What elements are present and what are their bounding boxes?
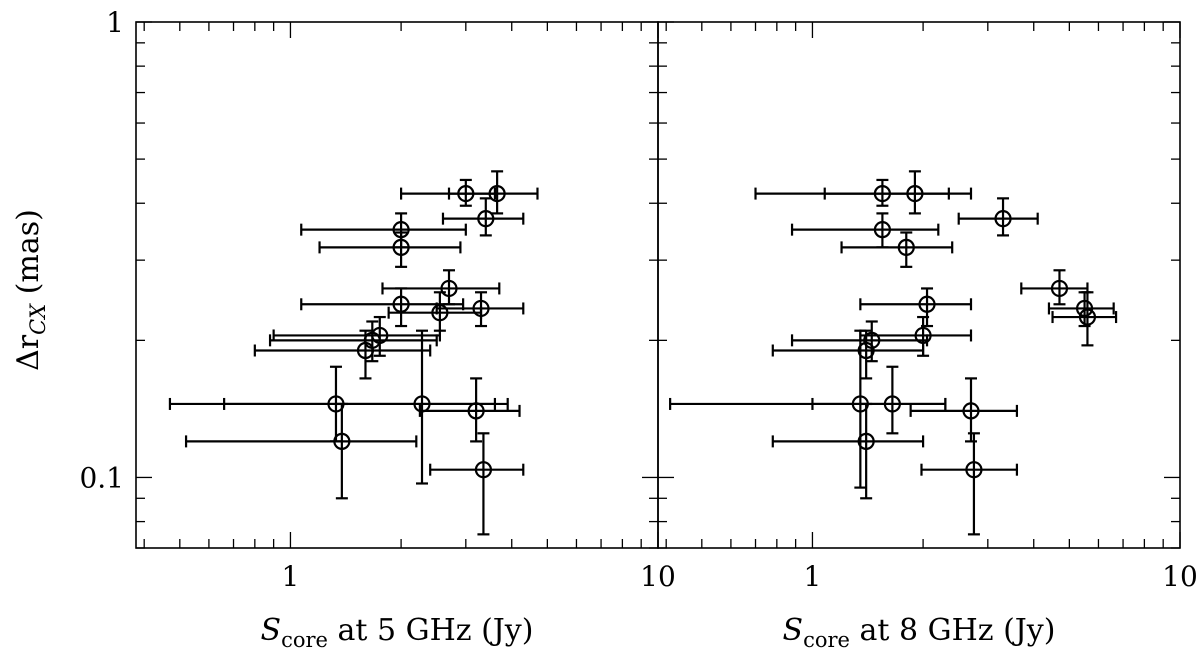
data-point (1051, 291, 1118, 347)
data-marker (488, 184, 506, 203)
x-axis-label-sub: core (281, 628, 328, 652)
data-point (920, 432, 1019, 536)
data-marker (863, 331, 881, 349)
data-marker (994, 210, 1012, 228)
y-tick-label: 0.1 (79, 461, 124, 494)
data-point (447, 170, 539, 215)
data-point (771, 402, 925, 500)
x-tick-label: 10 (640, 560, 676, 593)
data-marker (918, 295, 936, 313)
data-marker (477, 210, 495, 228)
data-marker (962, 402, 980, 420)
panel-1: 1 10 Score at 5 GHz (Jy) (135, 21, 676, 652)
data-point (771, 329, 925, 380)
data-marker (392, 238, 410, 256)
data-point (318, 231, 462, 268)
data-marker (873, 221, 892, 239)
data-point (268, 320, 438, 363)
y-axis-label-unit: (mas) (11, 209, 46, 304)
data-marker (914, 326, 932, 345)
data-marker (1050, 279, 1069, 298)
panel-frame (657, 21, 1181, 549)
y-axis-label-sub: CX (26, 303, 50, 335)
data-marker (897, 238, 915, 256)
data-marker (1078, 308, 1097, 326)
data-point (909, 377, 1019, 443)
data-point (669, 329, 947, 489)
data-point (790, 212, 940, 249)
data-point (811, 365, 947, 435)
x-axis-label-rest: at 8 GHz (Jy) (850, 613, 1056, 648)
data-marker (440, 279, 458, 298)
data-point (253, 329, 432, 380)
data-point (184, 402, 418, 500)
data-point (435, 291, 525, 328)
data-marker (333, 432, 351, 450)
data-marker (474, 461, 493, 479)
data-marker (965, 461, 983, 479)
data-marker (1075, 299, 1094, 318)
y-tick-label: 1 (106, 6, 124, 39)
data-marker (467, 402, 485, 420)
data-point (300, 212, 467, 249)
data-marker (431, 304, 449, 322)
data-marker (906, 184, 924, 203)
data-point (1020, 269, 1089, 306)
x-tick-label: 1 (282, 560, 300, 593)
x-axis-label-sub: core (803, 628, 850, 652)
data-point (840, 231, 954, 268)
data-marker (857, 432, 875, 450)
data-point (441, 197, 525, 237)
data-point (418, 377, 521, 443)
data-marker (857, 341, 875, 360)
panels-layer: 1 10 Score at 5 GHz (Jy) 1 10 Score at 8 GHz … (79, 6, 1197, 652)
data-marker (472, 299, 490, 318)
data-marker (356, 341, 375, 360)
data-point (223, 329, 509, 485)
x-axis-label-rest: at 5 GHz (Jy) (328, 613, 534, 648)
panel-2: 1 10 Score at 8 GHz (Jy) (657, 21, 1198, 652)
y-axis-label: ΔrCX (mas) (11, 209, 50, 371)
x-axis-label: Score at 8 GHz (Jy) (783, 613, 1056, 652)
x-axis-label-main: S (261, 613, 282, 648)
x-tick-label: 1 (804, 560, 822, 593)
x-axis-label: Score at 5 GHz (Jy) (261, 613, 534, 652)
data-point (823, 170, 973, 215)
data-marker (883, 395, 901, 413)
x-axis-label-main: S (783, 613, 804, 648)
x-tick-label: 10 (1162, 560, 1198, 593)
data-point (957, 197, 1039, 237)
data-point (429, 432, 525, 536)
panel-frame (135, 21, 659, 549)
y-axis-label-main: Δr (11, 334, 46, 371)
